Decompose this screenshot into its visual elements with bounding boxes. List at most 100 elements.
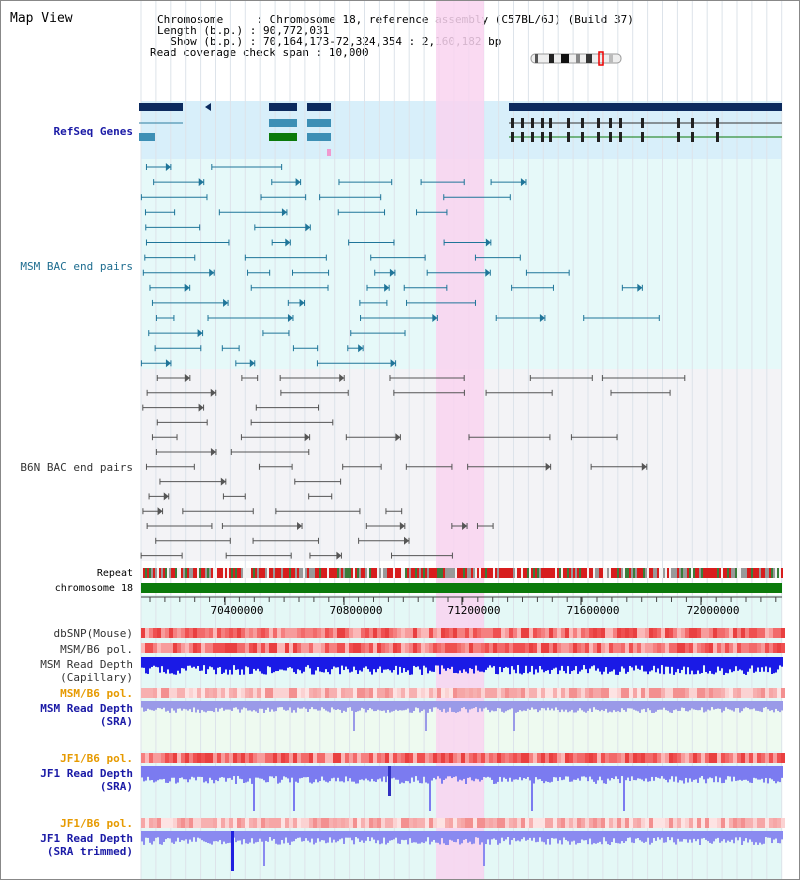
heatmap-cell: [393, 628, 397, 638]
read-depth-bar: [283, 831, 285, 844]
read-depth-bar: [517, 657, 519, 666]
read-depth-bar: [685, 831, 687, 840]
read-depth-bar: [453, 831, 455, 842]
read-depth-bar: [593, 766, 595, 782]
heatmap-cell: [645, 643, 649, 653]
read-depth-bar: [383, 766, 385, 777]
heatmap-cell: [697, 753, 701, 763]
repeat-element: [769, 568, 771, 578]
heatmap-cell: [161, 628, 165, 638]
read-depth-bar: [715, 831, 717, 839]
heatmap-cell: [529, 628, 533, 638]
heatmap-cell: [565, 643, 569, 653]
read-depth-bar: [543, 701, 545, 709]
heatmap-cell: [589, 753, 593, 763]
read-depth-bar: [681, 657, 683, 670]
heatmap-cell: [585, 688, 589, 698]
read-depth-bar: [167, 701, 169, 711]
heatmap-cell: [353, 753, 357, 763]
read-depth-bar: [363, 701, 365, 709]
repeat-element: [377, 568, 379, 578]
exon: [549, 132, 552, 142]
msm-bac-pair-arrow: [384, 283, 390, 292]
repeat-element: [427, 568, 429, 578]
read-depth-bar: [501, 657, 503, 673]
heatmap-cell: [469, 818, 473, 828]
heatmap-cell: [301, 753, 305, 763]
heatmap-cell: [169, 688, 173, 698]
read-depth-bar: [671, 831, 673, 838]
read-depth-bar: [243, 657, 245, 675]
track-label-b6n-bac[interactable]: B6N BAC end pairs: [20, 461, 133, 474]
heatmap-cell: [621, 688, 625, 698]
heatmap-cell: [229, 643, 233, 653]
heatmap-cell: [297, 643, 301, 653]
repeat-element: [697, 568, 699, 578]
read-depth-bar: [611, 766, 613, 779]
heatmap-cell: [333, 818, 337, 828]
repeat-element: [467, 568, 469, 578]
repeat-element: [553, 568, 555, 578]
read-depth-bar: [409, 766, 411, 784]
heatmap-cell: [397, 643, 401, 653]
read-depth-bar: [395, 701, 397, 710]
read-depth-bar: [561, 657, 563, 666]
read-depth-bar: [291, 657, 293, 669]
read-depth-bar: [389, 831, 391, 841]
read-depth-bar: [763, 701, 765, 708]
read-depth-bar: [337, 831, 339, 842]
read-depth-bar: [531, 657, 533, 666]
heatmap-cell: [529, 818, 533, 828]
heatmap-cell: [181, 818, 185, 828]
gene-strand-arrow: [205, 103, 211, 111]
read-depth-bar: [575, 657, 577, 667]
heatmap-cell: [557, 628, 561, 638]
repeat-element: [339, 568, 341, 578]
heatmap-cell: [241, 688, 245, 698]
read-depth-bar: [419, 766, 421, 784]
read-depth-bar: [563, 831, 565, 838]
read-depth-bar: [703, 766, 705, 780]
msm-bac-pair-arrow: [299, 298, 305, 307]
heatmap-cell: [273, 818, 277, 828]
read-depth-bar: [651, 701, 653, 713]
track-label-refseq[interactable]: RefSeq Genes: [53, 125, 133, 138]
heatmap-cell: [181, 628, 185, 638]
heatmap-cell: [405, 753, 409, 763]
read-depth-bar: [379, 831, 381, 845]
read-depth-bar: [215, 831, 217, 842]
read-depth-bar: [625, 831, 627, 842]
heatmap-cell: [461, 818, 465, 828]
heatmap-cell: [725, 753, 729, 763]
read-depth-bar: [741, 766, 743, 781]
read-depth-bar: [203, 766, 205, 783]
read-depth-bar: [635, 701, 637, 711]
repeat-element: [357, 568, 359, 578]
read-depth-bar: [635, 657, 637, 666]
heatmap-cell: [481, 643, 485, 653]
track-label-msm-bac[interactable]: MSM BAC end pairs: [20, 260, 133, 273]
repeat-element: [781, 568, 783, 578]
heatmap-cell: [733, 643, 737, 653]
heatmap-cell: [641, 818, 645, 828]
heatmap-cell: [489, 628, 493, 638]
repeat-element: [347, 568, 349, 578]
heatmap-cell: [293, 753, 297, 763]
read-depth-bar: [371, 701, 373, 710]
repeat-element: [673, 568, 675, 578]
read-depth-bar: [763, 831, 765, 844]
msm-bac-pair-arrow: [390, 359, 396, 368]
heatmap-cell: [705, 643, 709, 653]
read-depth-bar: [321, 766, 323, 777]
heatmap-cell: [765, 643, 769, 653]
read-depth-bar: [631, 831, 633, 843]
repeat-element: [607, 568, 609, 578]
read-depth-bar: [171, 766, 173, 778]
repeat-element: [477, 568, 479, 578]
read-depth-bar: [711, 766, 713, 779]
read-depth-bar: [425, 766, 427, 783]
read-depth-bar: [497, 701, 499, 708]
heatmap-cell: [629, 688, 633, 698]
heatmap-cell: [421, 688, 425, 698]
